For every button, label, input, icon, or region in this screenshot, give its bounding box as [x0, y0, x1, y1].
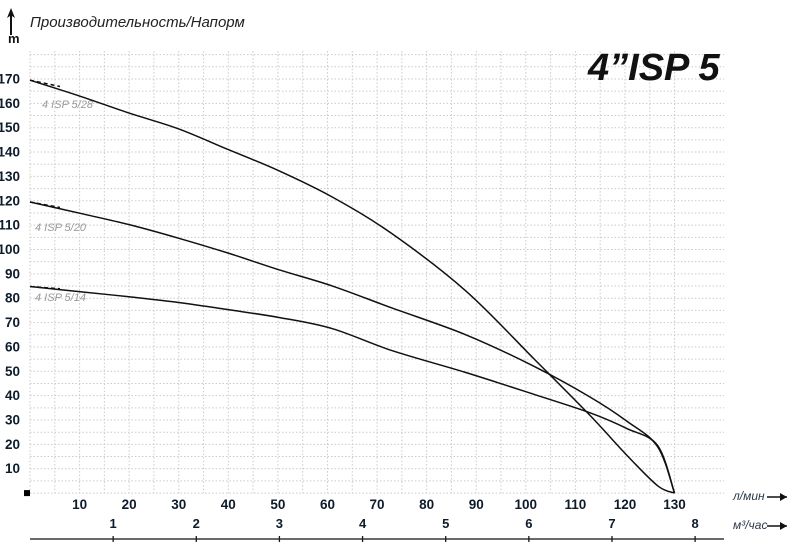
svg-text:90: 90: [469, 497, 484, 512]
svg-text:20: 20: [122, 497, 137, 512]
svg-text:120: 120: [614, 497, 637, 512]
svg-text:110: 110: [0, 218, 20, 233]
svg-text:6: 6: [525, 516, 532, 531]
svg-text:160: 160: [0, 96, 20, 111]
svg-text:50: 50: [270, 497, 285, 512]
svg-text:4”ISP 5: 4”ISP 5: [587, 47, 721, 89]
svg-text:140: 140: [0, 145, 20, 160]
svg-text:60: 60: [5, 339, 20, 354]
svg-text:л/мин: л/мин: [732, 489, 765, 503]
svg-text:Производительность/Напорм: Производительность/Напорм: [30, 14, 245, 31]
svg-text:3: 3: [276, 516, 283, 531]
svg-text:50: 50: [5, 364, 20, 379]
svg-text:100: 100: [0, 242, 20, 257]
svg-text:80: 80: [5, 291, 20, 306]
svg-text:70: 70: [370, 497, 385, 512]
svg-text:150: 150: [0, 120, 20, 135]
svg-text:1: 1: [110, 516, 117, 531]
svg-text:170: 170: [0, 71, 20, 86]
svg-text:130: 130: [663, 497, 686, 512]
svg-text:7: 7: [608, 516, 615, 531]
svg-text:4 ISP 5/14: 4 ISP 5/14: [35, 292, 86, 304]
svg-text:20: 20: [5, 437, 20, 452]
svg-text:4 ISP 5/20: 4 ISP 5/20: [35, 222, 87, 234]
svg-text:130: 130: [0, 169, 20, 184]
svg-text:10: 10: [5, 461, 20, 476]
svg-text:120: 120: [0, 193, 20, 208]
svg-text:м³/час: м³/час: [733, 518, 767, 532]
svg-text:4: 4: [359, 516, 367, 531]
svg-text:40: 40: [5, 388, 20, 403]
svg-text:4 ISP 5/28: 4 ISP 5/28: [42, 99, 94, 111]
svg-text:70: 70: [5, 315, 20, 330]
svg-text:2: 2: [193, 516, 200, 531]
svg-text:m: m: [8, 31, 20, 46]
svg-text:5: 5: [442, 516, 449, 531]
svg-text:90: 90: [5, 266, 20, 281]
svg-text:40: 40: [221, 497, 236, 512]
svg-text:110: 110: [564, 497, 586, 512]
svg-text:60: 60: [320, 497, 335, 512]
svg-text:30: 30: [171, 497, 186, 512]
svg-text:8: 8: [692, 516, 699, 531]
svg-text:80: 80: [419, 497, 434, 512]
svg-text:10: 10: [72, 497, 87, 512]
svg-text:100: 100: [515, 497, 538, 512]
svg-text:30: 30: [5, 413, 20, 428]
